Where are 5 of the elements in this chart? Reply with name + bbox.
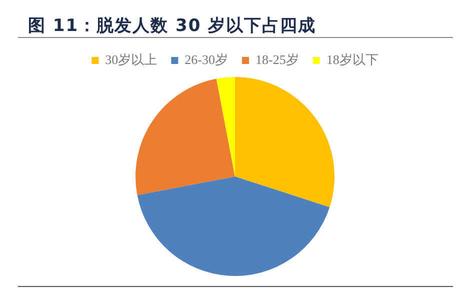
legend-label: 30岁以上 (105, 52, 158, 67)
legend-label: 18-25岁 (256, 52, 299, 67)
chart-title: 图 11：脱发人数 30 岁以下占四成 (28, 15, 316, 37)
legend-label: 18岁以下 (326, 52, 378, 67)
legend-label: 26-30岁 (184, 52, 228, 67)
